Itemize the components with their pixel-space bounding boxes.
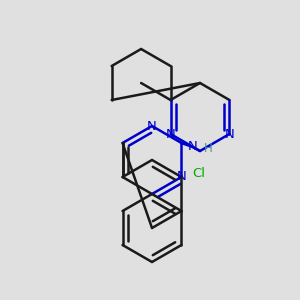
Text: N: N [188,140,198,154]
Text: N: N [225,128,234,140]
Text: N: N [166,128,176,140]
Text: N: N [177,170,186,184]
Text: Cl: Cl [193,167,206,180]
Text: H: H [204,142,213,155]
Text: N: N [147,119,157,133]
